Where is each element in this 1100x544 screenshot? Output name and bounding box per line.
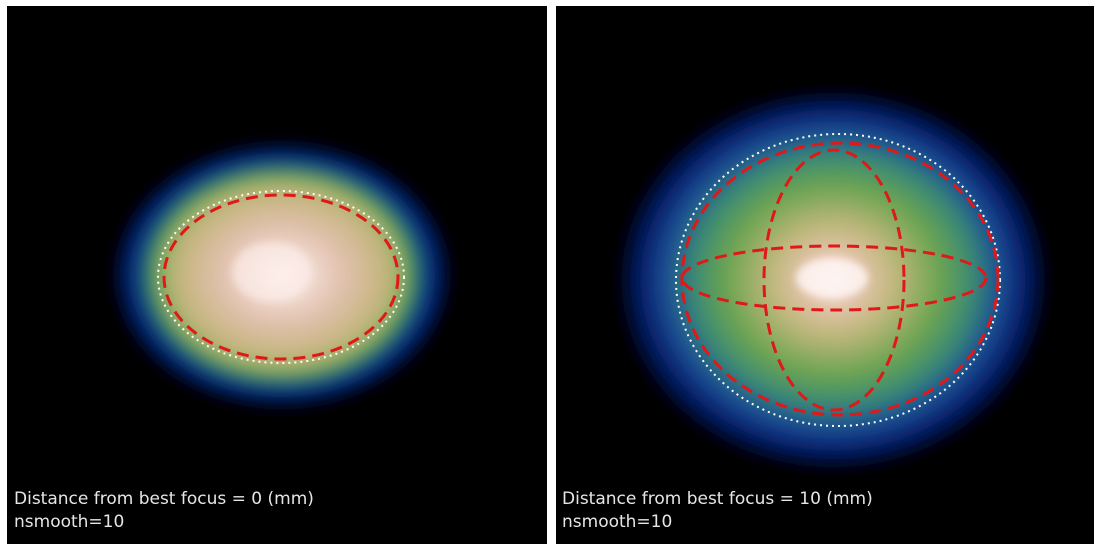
contour-dotted <box>157 190 405 364</box>
fit-ellipse-outer <box>680 141 1000 417</box>
caption: Distance from best focus = 10 (mm) <box>562 489 873 509</box>
panel-right: Distance from best focus = 10 (mm) nsmoo… <box>556 6 1094 544</box>
fit-ellipse <box>162 193 400 361</box>
caption: Distance from best focus = 0 (mm) <box>14 489 314 509</box>
note: nsmooth=10 <box>14 512 124 532</box>
contour-dotted <box>675 133 1001 427</box>
fit-ellipse-horizontal <box>680 244 988 312</box>
beam-core <box>796 258 868 298</box>
note: nsmooth=10 <box>562 512 672 532</box>
fit-ellipse-vertical <box>762 148 906 412</box>
beam-core <box>232 242 312 302</box>
panel-left: Distance from best focus = 0 (mm) nsmoot… <box>7 6 547 544</box>
